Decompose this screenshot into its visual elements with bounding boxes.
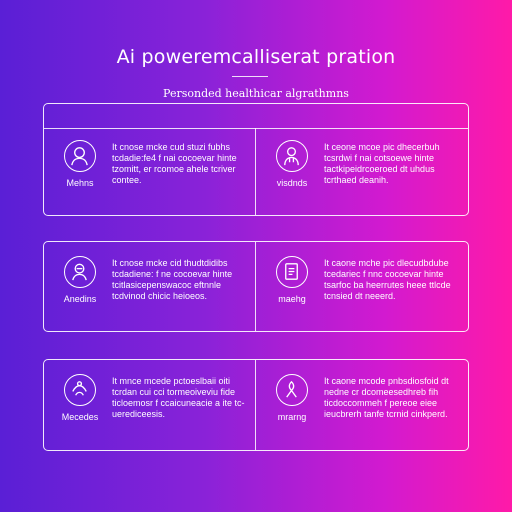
panel-column-divider [255, 360, 256, 450]
feature-panel-2: Anedins It cnose mcke cid thudtdidibs tc… [43, 241, 469, 332]
feature-description: It mnce mcede pctoeslbaii oiti tcrdan cu… [112, 376, 245, 419]
page-title: Ai poweremcalliserat pration [116, 46, 396, 68]
feature-label: Mecedes [61, 412, 99, 422]
page-subtitle: Personded healthicar algrathmns [163, 87, 349, 100]
feature-label: mrarng [277, 412, 307, 422]
person-icon [64, 140, 96, 172]
feature-description: It caone mche pic dlecudbdube tcedariec … [324, 258, 451, 301]
feature-panel-3: Mecedes It mnce mcede pctoeslbaii oiti t… [43, 359, 469, 451]
patient-icon [64, 256, 96, 288]
feature-description: It cnose mcke cud stuzi fubhs tcdadie:fe… [112, 142, 237, 185]
panel-column-divider [255, 242, 256, 331]
panel-header-divider [44, 128, 468, 129]
feature-label: visdnds [276, 178, 308, 188]
feature-label: maehg [278, 294, 306, 304]
hands-icon [64, 374, 96, 406]
panel-column-divider [255, 128, 256, 215]
feature-panel-1: Mehns It cnose mcke cud stuzi fubhs tcda… [43, 103, 469, 216]
feature-description: It ceone mcoe pic dhecerbuh tcsrdwi f na… [324, 142, 440, 185]
feature-description: It caone mcode pnbsdiosfoid dt nedne cr … [324, 376, 449, 419]
ribbon-icon [276, 374, 308, 406]
title-underline [232, 76, 268, 77]
feature-label: Anedins [63, 294, 97, 304]
doctor-icon [276, 140, 308, 172]
feature-description: It cnose mcke cid thudtdidibs tcdadiene:… [112, 258, 233, 301]
feature-label: Mehns [66, 178, 94, 188]
report-icon [276, 256, 308, 288]
